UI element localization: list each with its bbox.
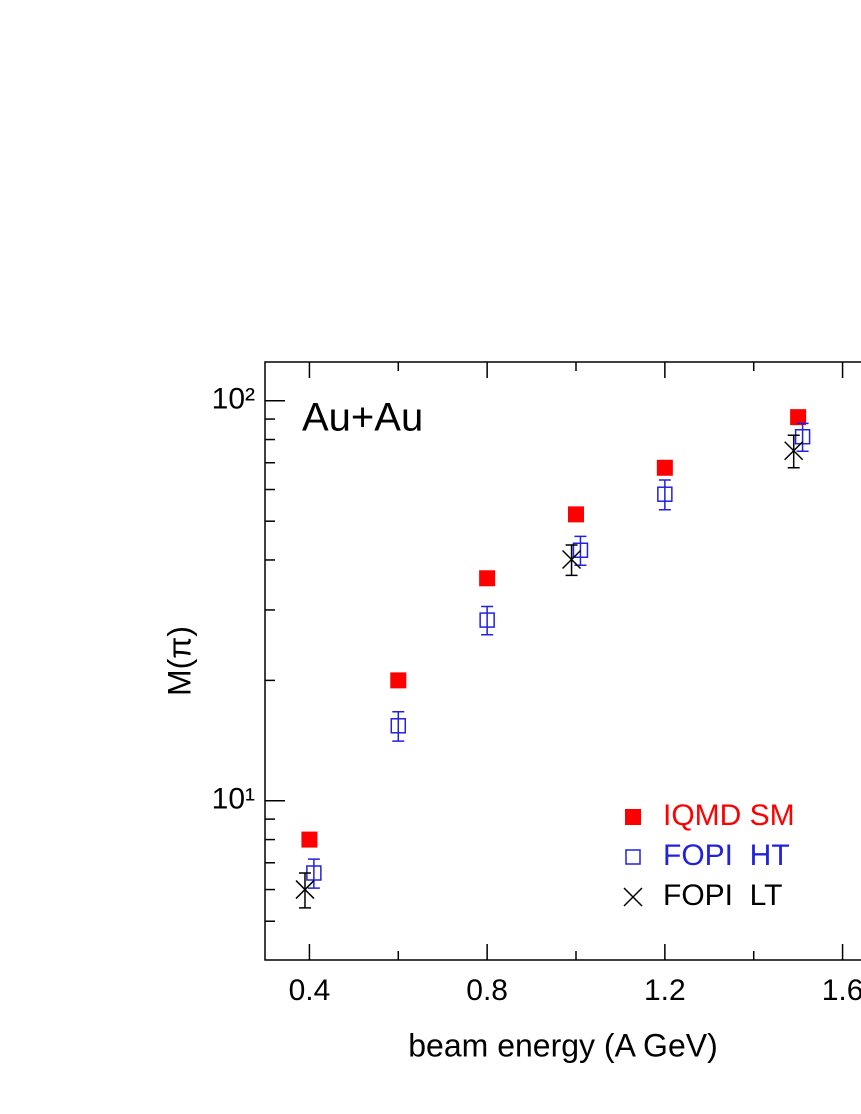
marker [657, 486, 673, 502]
error-bar [796, 422, 809, 452]
legend-marker [623, 887, 643, 907]
legend-marker [625, 809, 641, 825]
marker [479, 612, 495, 628]
legend-label: FOPI LT [663, 879, 782, 912]
x-tick-label: 0.4 [289, 974, 331, 1007]
error-bar [307, 858, 320, 889]
marker [479, 570, 496, 587]
y-tick-label: 10² [212, 383, 255, 416]
y-tick-label: 10¹ [212, 783, 255, 816]
x-tick-label: 0.8 [466, 974, 508, 1007]
marker [794, 428, 811, 445]
marker [301, 831, 318, 848]
marker [784, 441, 804, 461]
annotation: Au+Au [302, 396, 423, 440]
marker [656, 459, 673, 476]
marker [390, 718, 407, 734]
error-bar [658, 479, 671, 511]
x-tick-label: 1.2 [644, 974, 686, 1007]
legend-label: IQMD SM [663, 799, 795, 832]
marker [572, 542, 589, 558]
error-bar [392, 710, 405, 742]
marker [790, 409, 807, 426]
y-axis-label: M(π) [161, 626, 197, 696]
x-axis-label: beam energy (A GeV) [408, 1027, 717, 1063]
legend-label: FOPI HT [663, 839, 790, 872]
legend-marker [625, 849, 641, 865]
marker [568, 506, 584, 523]
x-tick-label: 1.6 [822, 974, 861, 1007]
marker [390, 672, 407, 689]
marker [562, 549, 582, 570]
marker [295, 880, 315, 900]
error-bar [481, 605, 494, 636]
